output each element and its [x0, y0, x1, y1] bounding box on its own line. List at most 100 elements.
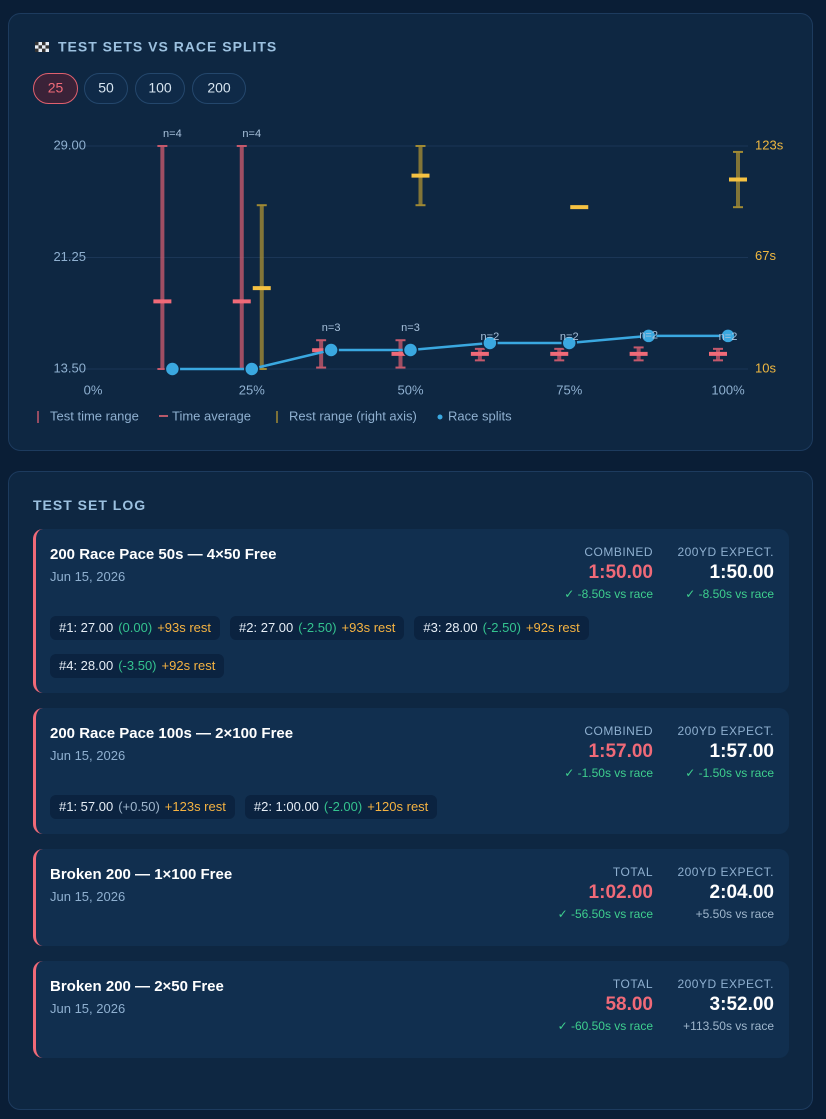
y-tick-label: 29.00 [53, 137, 86, 152]
set-name: 200 Race Pace 100s — 2×100 Free [50, 725, 294, 742]
y2-tick-label: 10s [755, 360, 776, 375]
stat-value: 1:57.00 [588, 741, 653, 762]
set-date: Jun 15, 2026 [50, 748, 126, 763]
y2-tick-label: 67s [755, 248, 776, 263]
stat-label: COMBINED [584, 545, 653, 559]
legend-symbol [437, 414, 443, 420]
rep-time: #2: 1:00.00 [253, 799, 319, 814]
log-panel: TEST SET LOG 200 Race Pace 50s — 4×50 Fr… [8, 471, 813, 1110]
race-dot [244, 361, 260, 377]
log-title: TEST SET LOG [33, 497, 147, 513]
expect-label: 200YD EXPECT. [677, 977, 774, 991]
rep-diff: (-2.50) [482, 620, 521, 635]
expect-label: 200YD EXPECT. [677, 865, 774, 879]
rep-time: #3: 28.00 [423, 620, 478, 635]
stat-label: TOTAL [612, 865, 653, 879]
expect-column: 200YD EXPECT. 1:50.00 ✓ -8.50s vs race [664, 544, 774, 602]
stat-column: COMBINED 1:57.00 ✓ -1.50s vs race [564, 723, 653, 781]
stat-note: ✓ -8.50s vs race [564, 587, 653, 601]
stat-label: COMBINED [584, 724, 653, 738]
chart-panel: TEST SETS VS RACE SPLITS 25 50 100 200 13.50… [8, 13, 813, 451]
race-line [172, 334, 728, 371]
expect-value: 1:57.00 [709, 741, 774, 762]
card-info: 200 Race Pace 100s — 2×100 Free Jun 15, 2… [50, 723, 564, 781]
expect-column: 200YD EXPECT. 3:52.00 +113.50s vs race [664, 976, 774, 1034]
stat-note: ✓ -56.50s vs race [557, 907, 653, 921]
rep-chip: #3: 28.00 (-2.50) +92s rest [414, 616, 589, 640]
set-name: Broken 200 — 2×50 Free [50, 978, 224, 995]
x-tick-label: 25% [239, 382, 265, 397]
count-label: n=2 [719, 331, 738, 343]
rep-diff: (-3.50) [118, 658, 157, 673]
y-tick-label: 21.25 [53, 249, 86, 264]
filter-label[interactable]: 200 [207, 80, 231, 96]
rep-chip: #2: 1:00.00 (-2.00) +120s rest [244, 795, 438, 819]
rep-chip: #4: 28.00 (-3.50) +92s rest [50, 654, 225, 678]
legend-label: Rest range (right axis) [289, 408, 417, 423]
set-date: Jun 15, 2026 [50, 1001, 126, 1016]
expect-note: ✓ -1.50s vs race [685, 766, 774, 780]
rep-rest: +123s rest [164, 799, 226, 814]
stat-column: COMBINED 1:50.00 ✓ -8.50s vs race [564, 544, 653, 602]
expect-note: +5.50s vs race [695, 907, 774, 921]
expect-note: +113.50s vs race [683, 1019, 774, 1033]
expect-value: 2:04.00 [709, 882, 774, 903]
race-dot [720, 328, 736, 344]
count-label: n=4 [242, 128, 261, 140]
filter-button[interactable] [84, 73, 128, 104]
rep-chip: #2: 27.00 (-2.50) +93s rest [230, 616, 405, 640]
stat-label: TOTAL [612, 977, 653, 991]
expect-column: 200YD EXPECT. 1:57.00 ✓ -1.50s vs race [664, 723, 774, 781]
x-tick-label: 100% [711, 382, 745, 397]
flag-icon [35, 42, 49, 52]
race-dot [561, 335, 577, 351]
filter-label[interactable]: 100 [148, 80, 172, 96]
filter-label[interactable]: 25 [48, 80, 64, 96]
count-label: n=3 [401, 322, 420, 334]
expect-value: 1:50.00 [709, 562, 774, 583]
race-dot [164, 361, 181, 377]
stat-value: 1:02.00 [588, 882, 653, 903]
count-label: n=2 [639, 329, 658, 341]
rep-time: #4: 28.00 [59, 658, 114, 673]
set-date: Jun 15, 2026 [50, 569, 126, 584]
stat-note: ✓ -60.50s vs race [557, 1019, 653, 1033]
rep-time: #1: 27.00 [59, 620, 114, 635]
set-card: 200 Race Pace 100s — 2×100 Free Jun 15, 2… [33, 708, 789, 834]
count-label: n=3 [322, 322, 341, 334]
rep-rest: +92s rest [525, 620, 580, 635]
rep-time: #1: 57.00 [59, 799, 114, 814]
rep-chip: #1: 57.00 (+0.50) +123s rest [50, 795, 235, 819]
set-date: Jun 15, 2026 [50, 889, 126, 904]
filter-button[interactable] [33, 73, 78, 104]
expect-value: 3:52.00 [709, 994, 774, 1015]
stat-value: 1:50.00 [588, 562, 653, 583]
expect-label: 200YD EXPECT. [677, 545, 774, 559]
legend-label: Race splits [448, 408, 512, 423]
y-tick-label: 13.50 [53, 360, 86, 375]
rep-list: #1: 57.00 (+0.50) +123s rest #2: 1:00.00 (-2… [50, 795, 700, 819]
stat-column: TOTAL 1:02.00 ✓ -56.50s vs race [558, 864, 653, 922]
card-head: 200 Race Pace 100s — 2×100 Free Jun 15, 2… [50, 723, 774, 781]
filter-label[interactable]: 50 [98, 80, 114, 96]
rep-diff: (0.00) [118, 620, 153, 635]
rep-chip: #1: 27.00 (0.00) +93s rest [50, 616, 221, 640]
filter-button[interactable] [192, 73, 246, 104]
set-card: 200 Race Pace 50s — 4×50 Free Jun 15, 202… [33, 529, 789, 693]
expect-column: 200YD EXPECT. 2:04.00 +5.50s vs race [664, 864, 774, 922]
card-info: Broken 200 — 2×50 Free Jun 15, 2026 [50, 976, 558, 1034]
count-label: n=2 [560, 331, 579, 343]
panel [8, 13, 813, 451]
race-dot [402, 342, 419, 358]
y2-tick-label: 123s [755, 137, 784, 152]
rep-time: #2: 27.00 [239, 620, 294, 635]
race-dot [323, 342, 339, 358]
stat-note: ✓ -1.50s vs race [564, 766, 653, 780]
race-dot [482, 335, 498, 351]
count-label: n=4 [163, 128, 182, 140]
card-list: 200 Race Pace 50s — 4×50 Free Jun 15, 202… [33, 529, 789, 1073]
card-info: 200 Race Pace 50s — 4×50 Free Jun 15, 202… [50, 544, 564, 602]
legend-label: Test time range [50, 408, 139, 423]
x-tick-label: 50% [397, 382, 423, 397]
filter-button[interactable] [135, 73, 185, 104]
